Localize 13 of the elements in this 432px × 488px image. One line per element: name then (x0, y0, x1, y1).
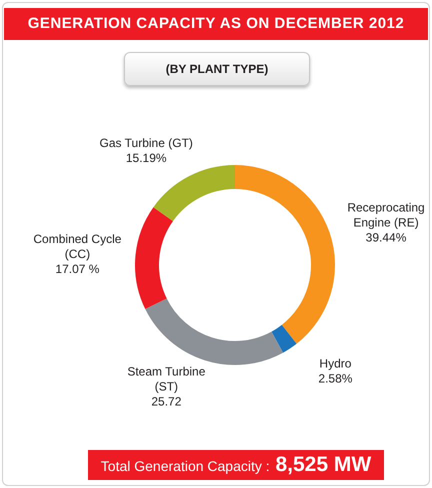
data-label: 25.72 (151, 394, 182, 408)
slice-label: Combined Cycle (CC) (33, 232, 122, 262)
chart-title: GENERATION CAPACITY AS ON DECEMBER 2012 (4, 8, 428, 40)
data-label: 17.07 % (55, 262, 100, 276)
chart-subtitle: (BY PLANT TYPE) (124, 52, 310, 86)
data-label: 2.58% (318, 372, 353, 386)
slice-label: Steam Turbine (ST) (127, 364, 206, 394)
data-label: 15.19% (126, 151, 167, 166)
slice-label: Receprocating Engine (RE) (347, 200, 425, 230)
slice-label: Hydro (319, 356, 352, 371)
text: Total Generation Capacity : 8,525 MW (100, 453, 372, 476)
data-label: 39.44% (366, 230, 407, 245)
slice-label: Gas Turbine (GT) (100, 136, 193, 150)
